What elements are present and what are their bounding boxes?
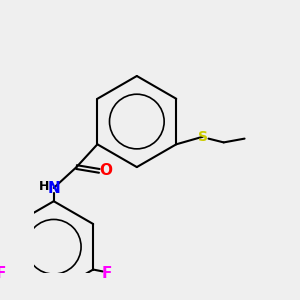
Text: F: F xyxy=(101,266,112,281)
Text: F: F xyxy=(0,266,6,281)
Text: H: H xyxy=(39,180,49,193)
Text: N: N xyxy=(47,181,60,196)
Text: O: O xyxy=(100,164,112,178)
Text: S: S xyxy=(198,130,208,144)
